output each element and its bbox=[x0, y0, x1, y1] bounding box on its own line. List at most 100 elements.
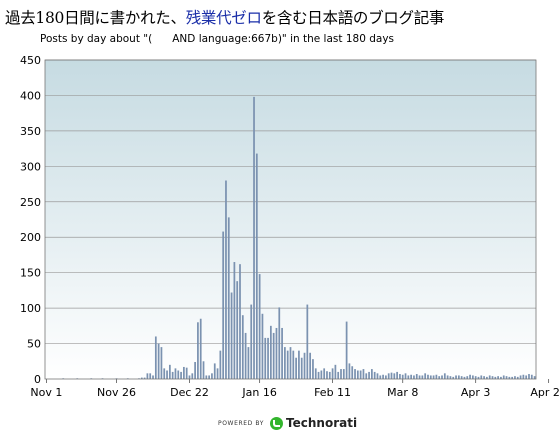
bar bbox=[334, 364, 337, 379]
bar bbox=[258, 274, 261, 379]
bar bbox=[522, 374, 525, 379]
x-tick-label: Apr 3 bbox=[461, 386, 491, 399]
y-tick-label: 50 bbox=[27, 338, 41, 351]
bar bbox=[500, 376, 502, 379]
y-tick-label: 450 bbox=[20, 54, 41, 67]
bar-series bbox=[62, 96, 536, 380]
bar bbox=[373, 371, 376, 379]
plot-area bbox=[45, 60, 536, 379]
bar bbox=[281, 327, 283, 379]
bar bbox=[393, 373, 396, 379]
x-tick-label: Apr 29 bbox=[530, 386, 559, 399]
powered-by-label: POWERED BY bbox=[218, 419, 265, 427]
bar bbox=[326, 371, 328, 379]
x-tick-label: Feb 11 bbox=[314, 386, 351, 399]
bar bbox=[466, 376, 469, 379]
bar bbox=[211, 373, 213, 379]
x-tick-label: Dec 22 bbox=[170, 386, 209, 399]
bar bbox=[514, 376, 516, 379]
bar bbox=[328, 371, 331, 379]
bar bbox=[180, 371, 182, 379]
bar bbox=[443, 373, 446, 379]
title-keyword[interactable]: 残業代ゼロ bbox=[185, 9, 262, 27]
bar bbox=[323, 368, 326, 379]
bar bbox=[275, 327, 278, 379]
bar bbox=[216, 368, 219, 379]
bar bbox=[348, 363, 351, 379]
bar bbox=[227, 217, 230, 379]
bar bbox=[399, 374, 401, 379]
technorati-footer[interactable]: POWERED BY Technorati bbox=[218, 414, 357, 432]
x-tick-label: Mar 8 bbox=[387, 386, 418, 399]
bar bbox=[230, 292, 233, 379]
bar bbox=[267, 337, 269, 379]
y-axis: 0 50 100 150 200 250 300 350 400 450 bbox=[20, 54, 41, 386]
bar bbox=[401, 374, 404, 379]
bar bbox=[362, 369, 365, 379]
bar bbox=[486, 376, 488, 379]
bar bbox=[154, 336, 157, 379]
bar bbox=[264, 337, 267, 379]
y-tick-label: 0 bbox=[34, 373, 41, 386]
bar bbox=[149, 373, 152, 379]
bar bbox=[396, 371, 398, 379]
bar bbox=[441, 375, 443, 379]
bar bbox=[528, 374, 530, 379]
bar bbox=[457, 375, 460, 379]
bar bbox=[300, 357, 303, 379]
bar bbox=[191, 373, 194, 379]
bar bbox=[452, 376, 455, 379]
bar bbox=[317, 371, 320, 379]
x-tick-label: Jan 16 bbox=[241, 386, 276, 399]
bar bbox=[171, 371, 174, 379]
bar bbox=[219, 350, 222, 379]
bar bbox=[516, 376, 519, 379]
chart-subtitle: Posts by day about "( AND language:667b)… bbox=[40, 33, 395, 45]
y-tick-label: 200 bbox=[20, 231, 41, 244]
bar bbox=[174, 368, 177, 379]
bar bbox=[284, 347, 286, 379]
bar bbox=[241, 315, 244, 379]
bar bbox=[511, 376, 514, 379]
bar bbox=[152, 375, 154, 379]
bar bbox=[239, 264, 241, 379]
bar bbox=[233, 262, 236, 379]
bar bbox=[146, 373, 149, 379]
bar bbox=[351, 366, 354, 379]
x-tick-label: Nov 26 bbox=[97, 386, 136, 399]
bar bbox=[502, 375, 505, 379]
bar bbox=[185, 367, 188, 379]
bar bbox=[379, 375, 382, 379]
bar bbox=[376, 373, 379, 379]
bar bbox=[247, 347, 250, 379]
bar bbox=[337, 371, 340, 379]
bar bbox=[225, 180, 227, 379]
bar bbox=[404, 373, 407, 379]
bar bbox=[205, 375, 208, 379]
bar bbox=[368, 371, 370, 379]
technorati-brand: Technorati bbox=[286, 416, 358, 430]
bar bbox=[157, 343, 160, 379]
bar bbox=[286, 350, 289, 379]
bar bbox=[298, 350, 300, 379]
bar bbox=[370, 369, 373, 379]
bar bbox=[183, 366, 185, 379]
bar bbox=[455, 375, 457, 379]
bar bbox=[390, 372, 393, 379]
bar bbox=[255, 153, 258, 379]
bar bbox=[331, 368, 334, 379]
title-prefix: 過去180日間に書かれた、 bbox=[5, 9, 186, 27]
bar bbox=[312, 359, 314, 379]
bar bbox=[474, 376, 477, 379]
bar bbox=[208, 375, 211, 379]
bar bbox=[340, 369, 342, 379]
bar bbox=[303, 352, 306, 379]
y-tick-label: 150 bbox=[20, 267, 41, 280]
bar bbox=[213, 363, 216, 379]
bar bbox=[497, 376, 499, 379]
bar bbox=[278, 307, 281, 379]
bar bbox=[359, 370, 362, 379]
bar bbox=[166, 370, 168, 379]
y-tick-label: 100 bbox=[20, 302, 41, 315]
